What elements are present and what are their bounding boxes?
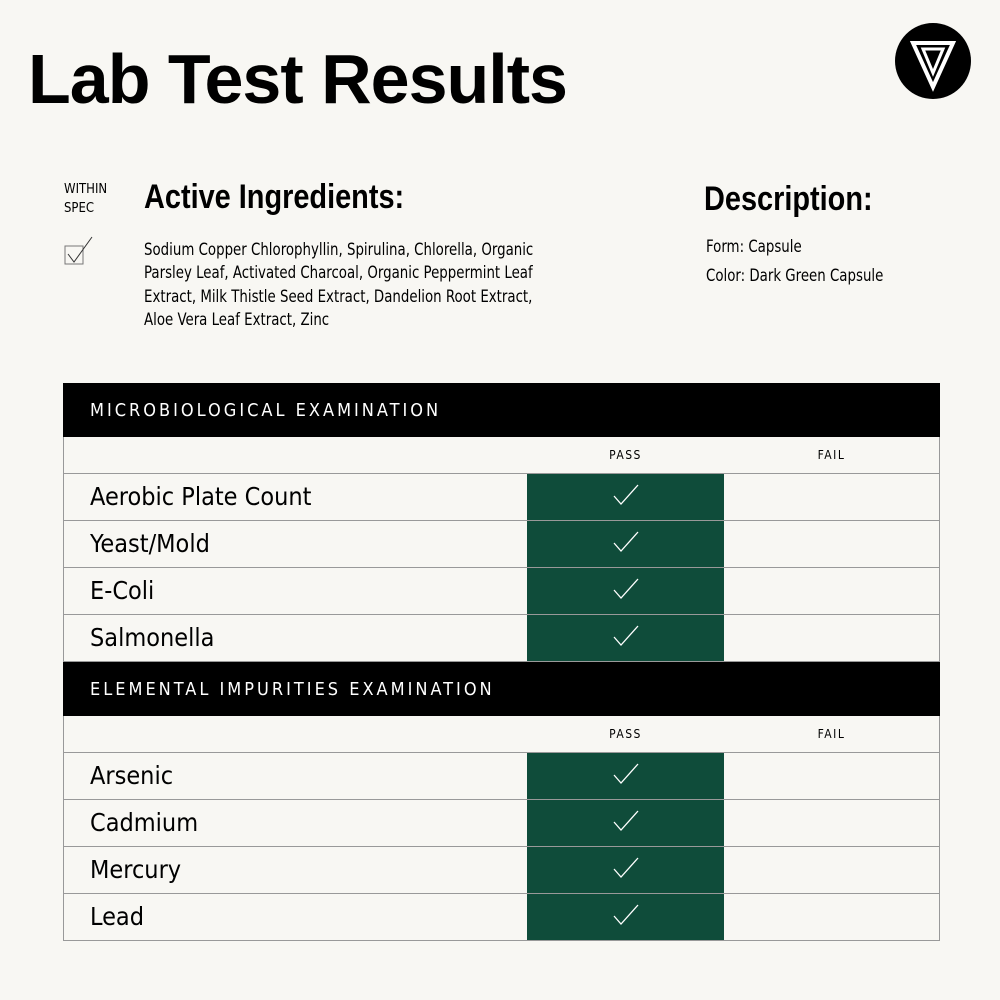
check-icon (612, 530, 640, 558)
fail-cell (724, 521, 939, 567)
check-icon (612, 762, 640, 790)
table-row: Mercury (63, 847, 940, 894)
active-ingredients-heading: Active Ingredients: (144, 178, 405, 216)
check-icon (612, 483, 640, 511)
test-name: Cadmium (90, 808, 199, 837)
pass-column-header: PASS (609, 727, 642, 741)
fail-cell (724, 568, 939, 614)
fail-column-header: FAIL (817, 727, 846, 741)
pass-cell (527, 753, 724, 799)
test-name: Yeast/Mold (90, 529, 210, 558)
checkbox-checked-icon (64, 236, 93, 265)
table-row: Cadmium (63, 800, 940, 847)
within-spec-line1: WITHIN (64, 182, 108, 197)
within-spec-line2: SPEC (64, 201, 95, 216)
fail-cell (724, 800, 939, 846)
test-name: Lead (90, 902, 144, 931)
page-title: Lab Test Results (28, 40, 568, 118)
pass-cell (527, 894, 724, 940)
table-row: Yeast/Mold (63, 521, 940, 568)
test-name: E-Coli (90, 576, 155, 605)
pass-cell (527, 800, 724, 846)
active-ingredients-list: Sodium Copper Chlorophyllin, Spirulina, … (144, 240, 534, 329)
test-name: Mercury (90, 855, 182, 884)
pass-cell (527, 568, 724, 614)
description-color: Color: Dark Green Capsule (706, 266, 884, 285)
fail-cell (724, 615, 939, 661)
table-row: Arsenic (63, 753, 940, 800)
test-name: Arsenic (90, 761, 174, 790)
table-row: Salmonella (63, 615, 940, 662)
column-header-row: PASS FAIL (63, 437, 940, 474)
check-icon (612, 809, 640, 837)
section-header: ELEMENTAL IMPURITIES EXAMINATION (63, 662, 940, 716)
test-name: Salmonella (90, 623, 215, 652)
table-row: Lead (63, 894, 940, 941)
table-row: E-Coli (63, 568, 940, 615)
check-icon (612, 856, 640, 884)
fail-cell (724, 847, 939, 893)
fail-cell (724, 894, 939, 940)
within-spec-label: WITHIN SPEC (64, 180, 107, 218)
pass-cell (527, 615, 724, 661)
fail-cell (724, 753, 939, 799)
elemental-impurities-table: ELEMENTAL IMPURITIES EXAMINATION PASS FA… (63, 662, 940, 941)
blank-header (64, 716, 527, 752)
microbiological-table: MICROBIOLOGICAL EXAMINATION PASS FAIL Ae… (63, 383, 940, 662)
fail-cell (724, 474, 939, 520)
table-row: Aerobic Plate Count (63, 474, 940, 521)
pass-cell (527, 521, 724, 567)
pass-cell (527, 474, 724, 520)
column-header-row: PASS FAIL (63, 716, 940, 753)
fail-column-header: FAIL (817, 448, 846, 462)
pass-column-header: PASS (609, 448, 642, 462)
description-form: Form: Capsule (706, 237, 802, 256)
brand-logo (895, 23, 971, 99)
description-heading: Description: (704, 180, 873, 218)
blank-header (64, 437, 527, 473)
check-icon (612, 577, 640, 605)
pass-cell (527, 847, 724, 893)
section-header: MICROBIOLOGICAL EXAMINATION (63, 383, 940, 437)
triangle-v-icon (909, 41, 957, 92)
test-name: Aerobic Plate Count (90, 482, 312, 511)
check-icon (612, 903, 640, 931)
check-icon (612, 624, 640, 652)
